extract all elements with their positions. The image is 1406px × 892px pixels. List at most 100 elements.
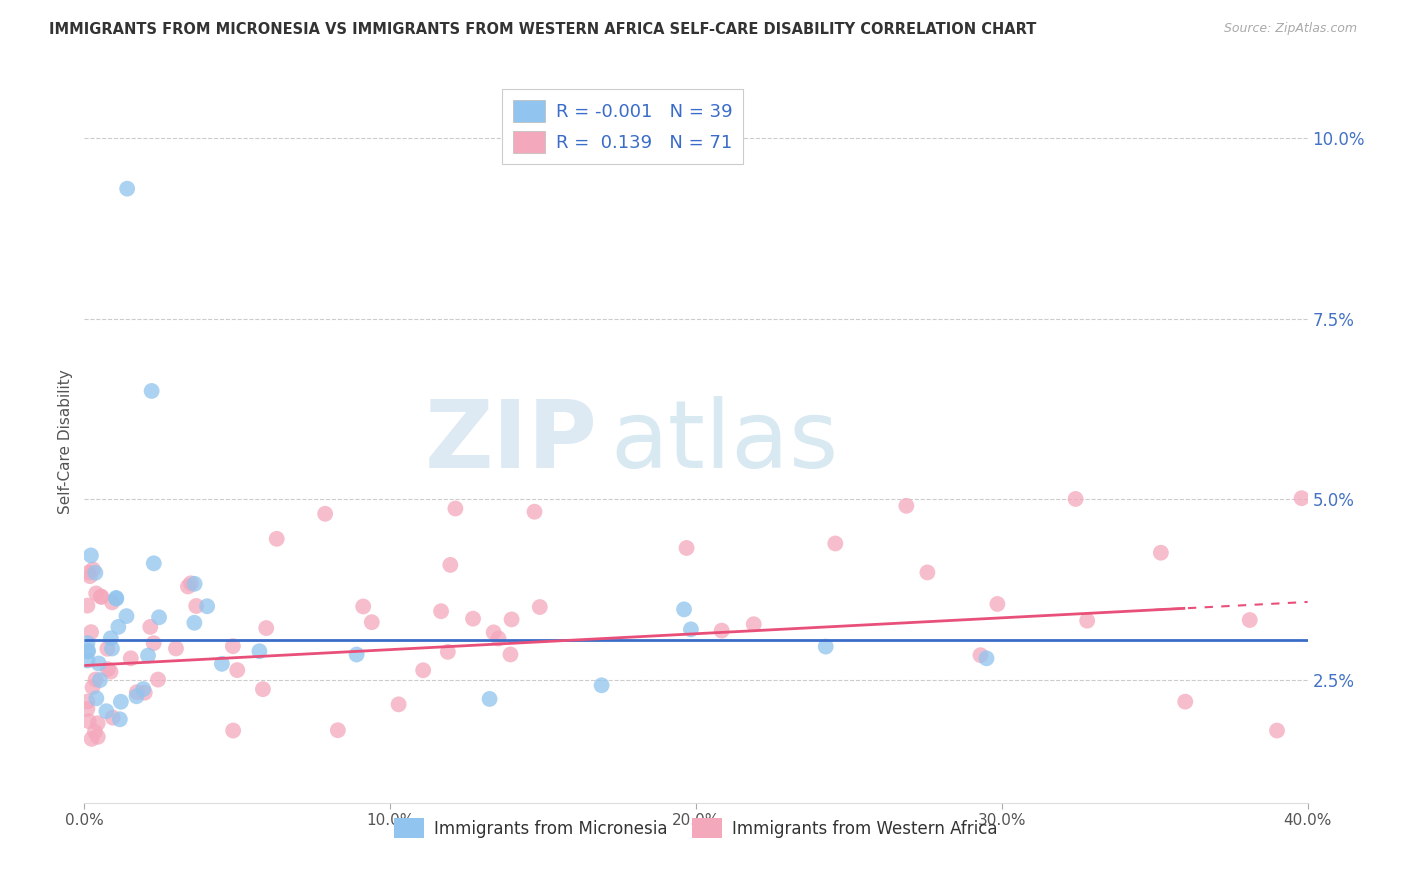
Point <box>148 610 170 624</box>
Point <box>105 591 128 606</box>
Point <box>76 654 98 668</box>
Point <box>87 730 110 744</box>
Point <box>89 673 111 687</box>
Point <box>478 692 501 706</box>
Point <box>76 695 98 709</box>
Point <box>1291 491 1313 506</box>
Y-axis label: Self-Care Disability: Self-Care Disability <box>58 369 73 514</box>
Point <box>439 558 461 572</box>
Point <box>986 597 1008 611</box>
Point <box>100 632 122 646</box>
Point <box>115 609 138 624</box>
Point <box>523 505 546 519</box>
Point <box>679 623 702 637</box>
Text: ZIP: ZIP <box>425 395 598 488</box>
Point <box>814 640 837 654</box>
Point <box>461 612 484 626</box>
Point <box>360 615 382 630</box>
Point <box>101 595 124 609</box>
Text: atlas: atlas <box>610 395 838 488</box>
Point <box>165 641 187 656</box>
Point <box>80 731 103 746</box>
Point <box>84 586 107 600</box>
Point <box>742 617 765 632</box>
Point <box>86 691 108 706</box>
Point <box>1076 614 1098 628</box>
Point <box>132 681 155 696</box>
Point <box>529 600 551 615</box>
Point <box>76 636 98 650</box>
Point <box>444 501 467 516</box>
Point <box>139 620 162 634</box>
Point <box>222 639 245 653</box>
Point <box>222 723 245 738</box>
Point <box>77 714 100 728</box>
Point <box>142 636 165 650</box>
Point <box>1150 546 1173 560</box>
Point <box>387 698 409 712</box>
Point <box>249 644 271 658</box>
Point <box>1174 695 1197 709</box>
Point <box>488 632 510 646</box>
Point <box>352 599 374 614</box>
Point <box>125 685 148 699</box>
Point <box>437 645 460 659</box>
Point <box>430 604 453 618</box>
Point <box>100 665 122 679</box>
Point <box>105 591 128 605</box>
Point <box>82 562 104 576</box>
Point <box>969 648 991 663</box>
Point <box>90 590 112 604</box>
Point <box>96 641 118 656</box>
Point <box>482 625 505 640</box>
Point <box>252 682 274 697</box>
Point <box>917 566 939 580</box>
Point <box>824 536 846 550</box>
Point <box>314 507 336 521</box>
Point <box>1239 613 1261 627</box>
Point <box>136 648 159 663</box>
Point <box>76 645 98 659</box>
Point <box>82 680 104 694</box>
Point <box>186 599 208 613</box>
Point <box>107 620 129 634</box>
Point <box>412 663 434 677</box>
Legend: Immigrants from Micronesia, Immigrants from Western Africa: Immigrants from Micronesia, Immigrants f… <box>387 812 1005 845</box>
Point <box>120 651 142 665</box>
Point <box>110 695 132 709</box>
Point <box>211 657 233 671</box>
Point <box>896 499 918 513</box>
Point <box>101 710 124 724</box>
Point <box>84 566 107 580</box>
Text: IMMIGRANTS FROM MICRONESIA VS IMMIGRANTS FROM WESTERN AFRICA SELF-CARE DISABILIT: IMMIGRANTS FROM MICRONESIA VS IMMIGRANTS… <box>49 22 1036 37</box>
Point <box>266 532 288 546</box>
Point <box>80 549 103 563</box>
Point <box>87 657 110 671</box>
Point <box>1064 491 1087 506</box>
Point <box>180 576 202 591</box>
Point <box>97 662 120 676</box>
Point <box>195 599 218 614</box>
Text: Source: ZipAtlas.com: Source: ZipAtlas.com <box>1223 22 1357 36</box>
Point <box>501 612 523 626</box>
Point <box>134 686 156 700</box>
Point <box>108 712 131 726</box>
Point <box>142 557 165 571</box>
Point <box>1265 723 1288 738</box>
Point <box>673 602 696 616</box>
Point <box>591 678 613 692</box>
Point <box>675 541 697 555</box>
Point <box>976 651 998 665</box>
Point <box>146 673 169 687</box>
Point <box>84 724 107 739</box>
Point <box>499 648 522 662</box>
Point <box>84 673 107 687</box>
Point <box>183 615 205 630</box>
Point <box>326 723 349 738</box>
Point <box>76 599 98 613</box>
Point <box>76 702 98 716</box>
Point <box>183 576 205 591</box>
Point <box>710 624 733 638</box>
Point <box>90 590 112 604</box>
Point <box>79 569 101 583</box>
